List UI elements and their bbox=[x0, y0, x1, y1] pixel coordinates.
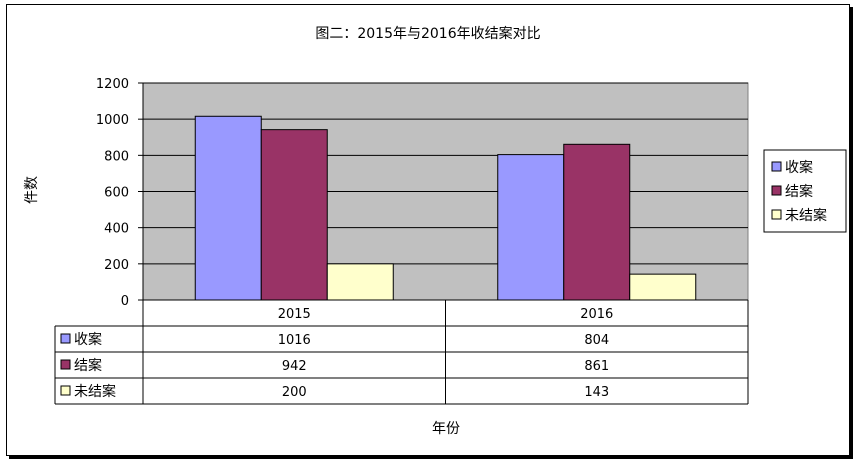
table-cell-value: 942 bbox=[282, 359, 307, 374]
y-tick-label: 1200 bbox=[96, 77, 129, 92]
table-series-name: 收案 bbox=[74, 331, 102, 348]
y-tick-label: 200 bbox=[104, 258, 129, 273]
x-axis-label: 年份 bbox=[432, 421, 460, 437]
bar-结案-2015 bbox=[260, 129, 328, 301]
y-tick-label: 0 bbox=[121, 294, 129, 309]
y-tick-label: 400 bbox=[104, 222, 129, 237]
y-tick-label: 1000 bbox=[96, 113, 129, 128]
table-series-name: 未结案 bbox=[74, 383, 116, 400]
bar-未结案-2015 bbox=[326, 263, 394, 301]
bar-结案-2016 bbox=[563, 143, 631, 301]
legend-entry: 收案 bbox=[785, 159, 813, 176]
table-series-swatch bbox=[60, 385, 71, 396]
table-series-swatch bbox=[60, 359, 71, 370]
chart-title: 图二：2015年与2016年收结案对比 bbox=[315, 25, 540, 42]
table-cell-value: 143 bbox=[584, 385, 609, 400]
y-tick-label: 800 bbox=[104, 149, 129, 164]
legend-swatch bbox=[771, 161, 782, 172]
table-series-name: 结案 bbox=[74, 357, 102, 374]
table-cell-value: 1016 bbox=[278, 333, 311, 348]
legend-entry: 结案 bbox=[785, 183, 813, 200]
table-cell-value: 804 bbox=[584, 333, 609, 348]
bar-未结案-2016 bbox=[629, 273, 697, 301]
table-cell-value: 861 bbox=[584, 359, 609, 374]
legend-entry: 未结案 bbox=[785, 207, 827, 224]
legend-swatch bbox=[771, 209, 782, 220]
bar-收案-2016 bbox=[497, 154, 565, 301]
table-series-swatch bbox=[60, 333, 71, 344]
y-tick-label: 600 bbox=[104, 186, 129, 201]
y-axis-label: 件数 bbox=[24, 176, 40, 204]
x-tick-label: 2016 bbox=[580, 307, 613, 322]
legend-swatch bbox=[771, 185, 782, 196]
table-cell-value: 200 bbox=[282, 385, 307, 400]
bar-收案-2015 bbox=[194, 115, 262, 301]
x-tick-label: 2015 bbox=[278, 307, 311, 322]
